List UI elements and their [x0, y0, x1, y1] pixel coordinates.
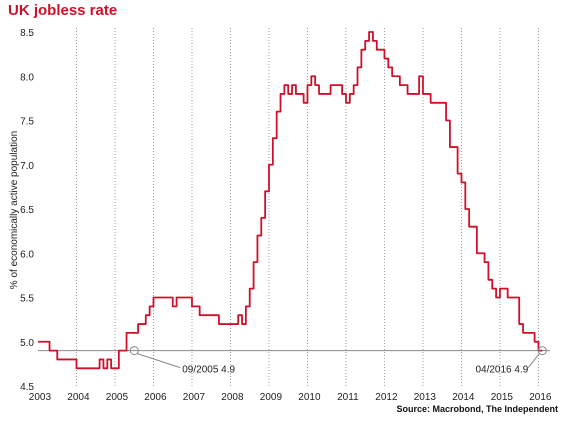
x-tick-label: 2008 [221, 392, 244, 403]
x-tick-label: 2013 [414, 392, 437, 403]
y-tick-label: 6.5 [20, 205, 34, 216]
y-tick-label: 8.0 [20, 72, 34, 83]
y-axis-label: % of economically active population [9, 131, 20, 289]
chart-title: UK jobless rate [8, 2, 118, 19]
x-tick-label: 2003 [29, 392, 52, 403]
annotation-label: 04/2016 4.9 [475, 365, 528, 376]
x-tick-label: 2009 [260, 392, 283, 403]
y-tick-label: 4.5 [20, 382, 34, 393]
y-tick-label: 6.0 [20, 249, 34, 260]
annotation-marker [129, 346, 139, 356]
x-tick-label: 2014 [452, 392, 475, 403]
x-tick-label: 2012 [375, 392, 398, 403]
x-axis-ticks: 2003 2004 2005 2006 2007 2008 2009 2010 2011 2012… [29, 392, 552, 403]
x-tick-label: 2011 [337, 392, 359, 403]
annotation-marker [537, 346, 547, 356]
x-tick-label: 2016 [529, 392, 552, 403]
annotation-label: 09/2005 4.9 [182, 365, 235, 376]
x-tick-label: 2007 [183, 392, 206, 403]
vertical-grid [75, 28, 539, 386]
annotation-leader [527, 353, 540, 368]
y-tick-label: 7.5 [20, 117, 34, 128]
x-tick-label: 2010 [298, 392, 321, 403]
y-tick-label: 8.5 [20, 28, 34, 39]
x-tick-label: 2015 [491, 392, 514, 403]
y-tick-label: 5.0 [20, 338, 34, 349]
annotation-leader [137, 353, 181, 369]
series-line-jobless-rate [38, 31, 543, 370]
y-tick-label: 5.5 [20, 294, 34, 305]
x-tick-label: 2006 [144, 392, 167, 403]
annotations: 09/2005 4.9 04/2016 4.9 [129, 346, 547, 376]
source-note: Source: Macrobond, The Independent [396, 404, 558, 414]
y-axis-ticks: 4.5 5.0 5.5 6.0 6.5 7.0 7.5 8.0 8.5 [20, 28, 34, 393]
y-tick-label: 7.0 [20, 161, 34, 172]
x-tick-label: 2004 [67, 392, 90, 403]
x-tick-label: 2005 [106, 392, 129, 403]
